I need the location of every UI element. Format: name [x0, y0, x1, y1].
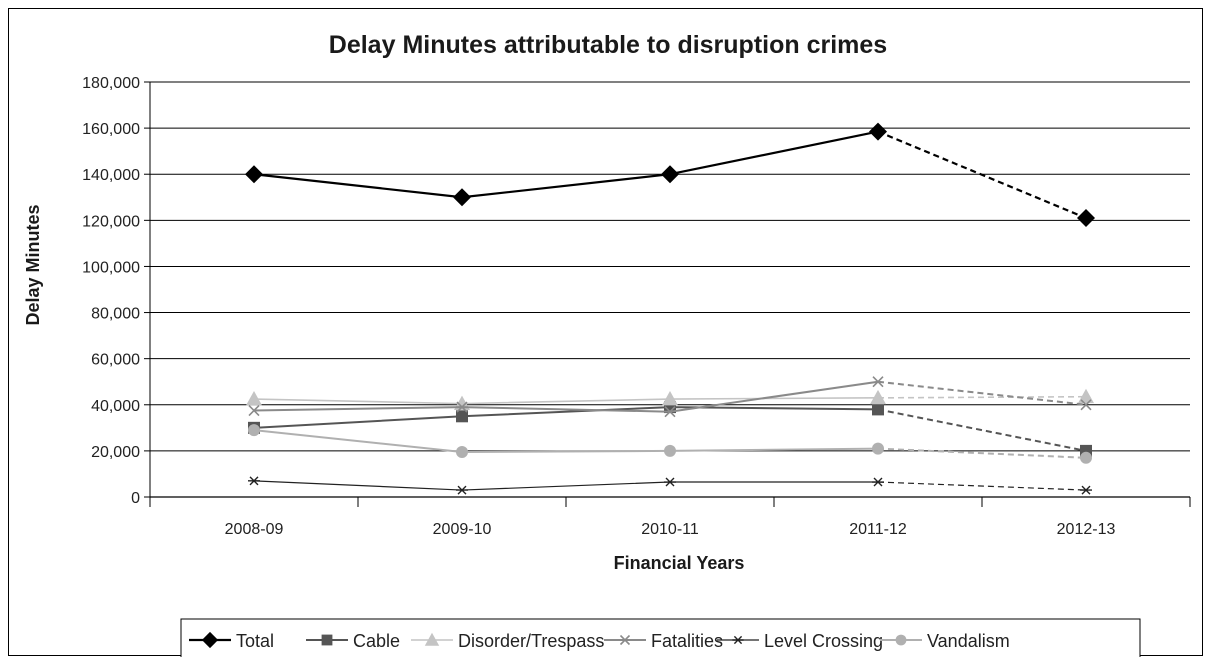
x-tick-label: 2010-11 — [641, 521, 699, 538]
series-vandalism — [248, 424, 1092, 464]
legend-label: Total — [236, 631, 274, 651]
x-tick-label: 2012-13 — [1057, 521, 1116, 538]
series-fatalities — [248, 376, 1092, 418]
marker-x — [1080, 399, 1092, 411]
x-tick-label: 2011-12 — [849, 521, 907, 538]
marker-x — [619, 634, 631, 646]
series-level-crossing — [248, 476, 1092, 495]
series-total — [245, 122, 1095, 228]
marker-star — [1080, 485, 1092, 495]
y-axis-title: Delay Minutes — [23, 204, 43, 325]
marker-diamond — [245, 165, 263, 184]
legend-entry: Cable — [306, 631, 400, 651]
marker-square — [321, 634, 333, 646]
x-tick-label: 2009-10 — [433, 521, 492, 538]
legend-label: Level Crossing — [764, 631, 883, 651]
y-tick-label: 120,000 — [82, 213, 140, 230]
legend-label: Disorder/Trespass — [458, 631, 604, 651]
legend-entry: Total — [189, 631, 274, 651]
series-line-solid — [253, 480, 878, 491]
legend-entry: Level Crossing — [717, 631, 883, 651]
marker-triangle — [662, 391, 678, 406]
marker-star — [456, 485, 468, 495]
series-line-projected — [877, 395, 1087, 399]
line-chart: Delay Minutes attributable to disruption… — [23, 31, 1191, 657]
marker-x — [664, 406, 676, 418]
series-lines — [245, 122, 1095, 495]
legend-entry: Fatalities — [604, 631, 723, 651]
legend-entry: Vandalism — [880, 631, 1010, 651]
marker-triangle — [246, 391, 262, 406]
x-tick-label: 2008-09 — [225, 521, 284, 538]
y-tick-label: 80,000 — [91, 306, 140, 323]
x-axis-title: Financial Years — [614, 553, 745, 573]
marker-circle — [248, 424, 260, 437]
marker-square — [872, 403, 884, 416]
y-tick-label: 0 — [131, 490, 140, 507]
legend-box — [180, 618, 1141, 657]
series-line-projected — [877, 481, 1087, 491]
marker-circle — [895, 634, 907, 646]
marker-x — [248, 404, 260, 417]
y-tick-label: 40,000 — [91, 398, 140, 415]
gridlines — [150, 81, 1190, 498]
series-line-projected — [877, 447, 1087, 459]
marker-star — [872, 477, 884, 487]
axes: 0 20,000 40,000 60,000 80,000 100,000 120,000 1… — [82, 75, 1191, 538]
marker-diamond — [453, 188, 471, 207]
chart-frame: Delay Minutes attributable to disruption… — [8, 8, 1203, 657]
y-tick-label: 140,000 — [82, 167, 140, 184]
y-tick-label: 100,000 — [82, 259, 140, 276]
marker-triangle — [424, 632, 440, 646]
series-line-solid — [253, 429, 879, 454]
marker-x — [872, 376, 884, 388]
marker-diamond — [201, 631, 219, 649]
y-tick-label: 20,000 — [91, 444, 140, 461]
legend-label: Fatalities — [651, 631, 723, 651]
y-tick-label: 180,000 — [82, 75, 140, 92]
marker-diamond — [1077, 209, 1095, 228]
marker-triangle — [1078, 388, 1094, 404]
series-line-solid — [253, 406, 879, 429]
legend-entry: Disorder/Trespass — [411, 631, 604, 651]
legend: Total Cable Disorder/Trespass Fatalities Lev… — [180, 618, 1141, 657]
marker-star — [248, 476, 260, 486]
marker-diamond — [661, 165, 679, 184]
series-line-solid — [253, 397, 879, 405]
marker-star — [732, 635, 744, 645]
marker-diamond — [869, 122, 887, 141]
marker-square — [456, 410, 468, 423]
series-line-projected — [877, 130, 1087, 220]
marker-circle — [1080, 451, 1092, 464]
marker-star — [664, 477, 676, 487]
marker-circle — [664, 444, 676, 457]
marker-x — [456, 401, 468, 413]
series-line-solid — [253, 130, 879, 199]
marker-circle — [872, 442, 884, 455]
chart-title: Delay Minutes attributable to disruption… — [329, 31, 887, 59]
legend-label: Cable — [353, 631, 400, 651]
marker-circle — [456, 446, 468, 459]
series-line-solid — [253, 380, 879, 413]
marker-triangle — [870, 389, 886, 405]
series-line-projected — [877, 380, 1087, 406]
y-tick-label: 160,000 — [82, 121, 140, 138]
series-line-projected — [877, 408, 1087, 452]
y-tick-label: 60,000 — [91, 352, 140, 369]
legend-label: Vandalism — [927, 631, 1010, 651]
